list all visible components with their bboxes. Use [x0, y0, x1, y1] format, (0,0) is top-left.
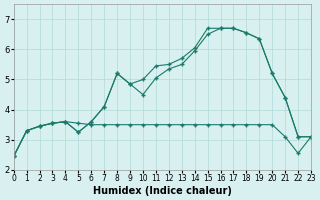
X-axis label: Humidex (Indice chaleur): Humidex (Indice chaleur): [93, 186, 232, 196]
